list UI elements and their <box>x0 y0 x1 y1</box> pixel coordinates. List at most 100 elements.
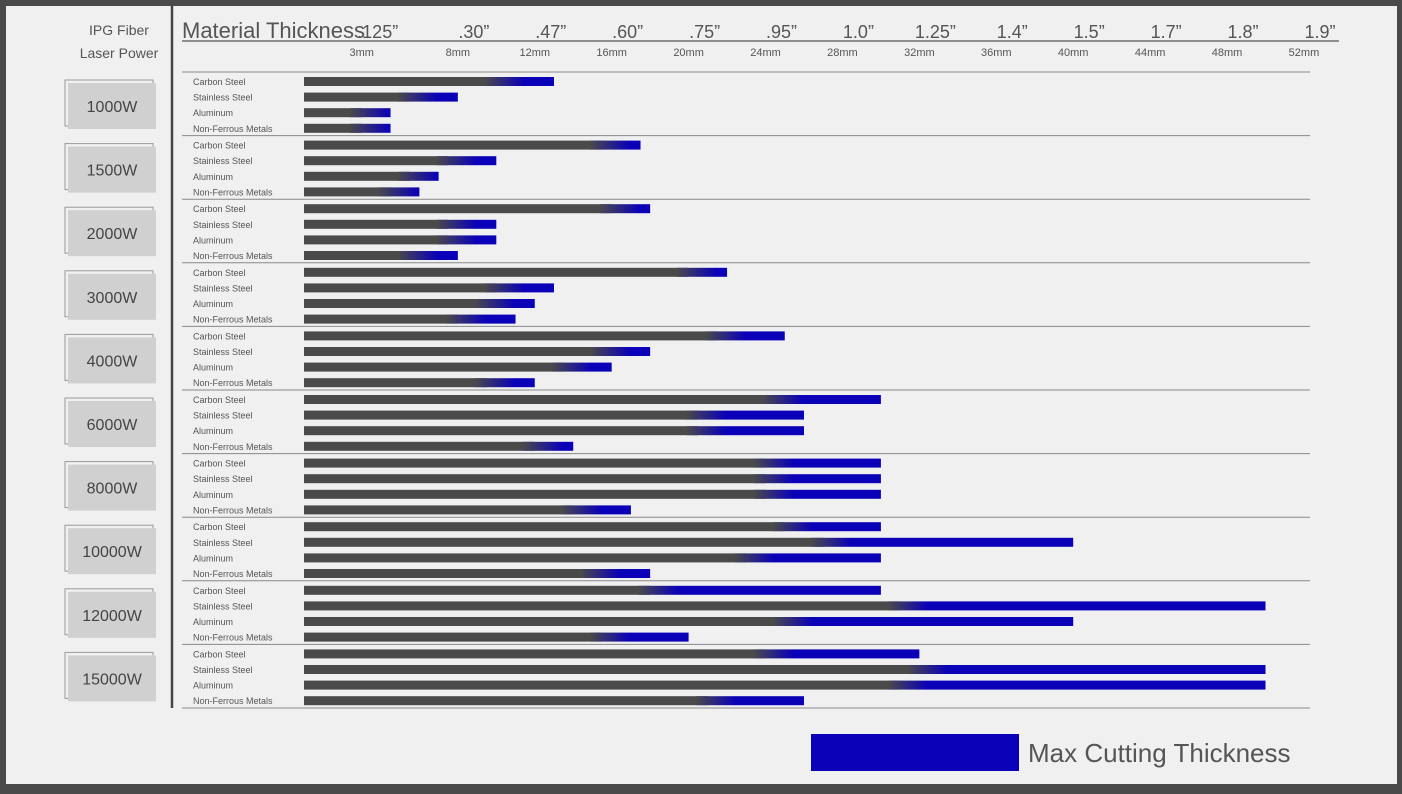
material-label: Aluminum <box>193 426 233 436</box>
bar-quality-cut <box>304 601 901 611</box>
material-label: Carbon Steel <box>193 522 246 532</box>
power-box <box>68 591 156 638</box>
material-label: Non-Ferrous Metals <box>193 505 273 515</box>
tick-label-mm: 32mm <box>904 47 935 59</box>
material-label: Aluminum <box>193 617 233 627</box>
material-label: Carbon Steel <box>193 586 246 596</box>
material-label: Carbon Steel <box>193 331 246 341</box>
power-label: 1500W <box>87 163 139 180</box>
material-label: Non-Ferrous Metals <box>193 442 273 452</box>
tick-label-mm: 52mm <box>1289 47 1320 59</box>
tick-label-mm: 20mm <box>673 47 704 59</box>
material-label: Aluminum <box>193 172 233 182</box>
material-label: Stainless Steel <box>193 283 253 293</box>
bar-quality-cut <box>304 553 747 563</box>
material-label: Stainless Steel <box>193 156 253 166</box>
bar-max-cut <box>474 299 535 308</box>
material-label: Carbon Steel <box>193 395 246 405</box>
tick-label-inch: .47” <box>535 22 566 42</box>
bar-max-cut <box>436 219 497 229</box>
material-label: Stainless Steel <box>193 220 253 230</box>
tick-label-inch: .30” <box>458 22 489 42</box>
bar-max-cut <box>484 77 554 86</box>
bar-max-cut <box>474 378 535 388</box>
bar-quality-cut <box>304 156 449 166</box>
material-label: Stainless Steel <box>193 474 253 484</box>
bar-quality-cut <box>304 632 603 642</box>
material-label: Aluminum <box>193 490 233 500</box>
power-box <box>68 655 156 702</box>
bar-quality-cut <box>304 140 603 150</box>
tick-label-inch: 1.25” <box>915 22 956 42</box>
material-label: Aluminum <box>193 681 233 691</box>
power-label: 12000W <box>82 608 142 625</box>
material-label: Non-Ferrous Metals <box>193 633 273 643</box>
bar-max-cut <box>638 585 881 595</box>
power-label: 4000W <box>87 353 139 370</box>
bar-max-cut <box>811 537 1074 547</box>
tick-label-mm: 8mm <box>446 47 470 59</box>
bar-quality-cut <box>304 458 766 468</box>
bar-max-cut <box>686 426 804 436</box>
bar-quality-cut <box>304 283 497 293</box>
bar-quality-cut <box>304 251 410 260</box>
power-box <box>68 83 156 129</box>
bar-quality-cut <box>304 77 497 86</box>
power-label: 2000W <box>87 226 139 243</box>
tick-label-mm: 3mm <box>349 47 373 59</box>
bar-quality-cut <box>304 617 785 626</box>
material-label: Non-Ferrous Metals <box>193 696 273 706</box>
tick-label-inch: .95” <box>766 22 797 42</box>
material-label: Aluminum <box>193 235 233 245</box>
tick-label-mm: 48mm <box>1212 47 1243 59</box>
bar-quality-cut <box>304 299 487 308</box>
material-label: Aluminum <box>193 363 233 373</box>
bar-max-cut <box>445 314 516 324</box>
bar-max-cut <box>599 204 651 214</box>
power-label: 15000W <box>82 671 142 688</box>
bar-quality-cut <box>304 665 920 674</box>
power-label: 10000W <box>82 544 142 561</box>
bar-max-cut <box>349 123 391 133</box>
power-label: 1000W <box>87 99 139 116</box>
material-label: Stainless Steel <box>193 93 253 103</box>
material-label: Non-Ferrous Metals <box>193 315 273 325</box>
bar-quality-cut <box>304 649 766 659</box>
bar-max-cut <box>763 395 881 404</box>
material-label: Carbon Steel <box>193 459 246 469</box>
bar-quality-cut <box>304 331 718 341</box>
tick-label-mm: 44mm <box>1135 47 1166 59</box>
tick-label-inch: .60” <box>612 22 643 42</box>
material-label: Non-Ferrous Metals <box>193 378 273 388</box>
bar-max-cut <box>705 331 785 341</box>
bar-quality-cut <box>304 410 699 420</box>
bar-quality-cut <box>304 585 651 595</box>
material-label: Stainless Steel <box>193 601 253 611</box>
legend-swatch <box>811 734 1019 771</box>
bar-quality-cut <box>304 537 824 547</box>
bar-quality-cut <box>304 426 699 436</box>
bar-quality-cut <box>304 696 708 706</box>
bar-quality-cut <box>304 505 574 515</box>
power-title-line2: Laser Power <box>79 45 159 61</box>
bar-max-cut <box>580 569 651 578</box>
tick-label-mm: 12mm <box>519 47 550 59</box>
tick-label-inch: 1.0” <box>843 22 874 42</box>
power-label: 6000W <box>87 417 139 434</box>
bar-quality-cut <box>304 204 612 214</box>
bar-max-cut <box>772 522 881 532</box>
bar-quality-cut <box>304 441 535 451</box>
tick-label-inch: 1.5” <box>1074 22 1105 42</box>
bar-quality-cut <box>304 378 487 388</box>
bar-quality-cut <box>304 267 689 277</box>
bar-max-cut <box>676 267 728 277</box>
bar-quality-cut <box>304 489 766 499</box>
bar-quality-cut <box>304 108 362 118</box>
bar-quality-cut <box>304 92 410 102</box>
power-box <box>68 146 156 193</box>
bar-max-cut <box>484 283 554 293</box>
bar-quality-cut <box>304 569 593 578</box>
bar-max-cut <box>397 171 439 181</box>
material-label: Carbon Steel <box>193 268 246 278</box>
bar-max-cut <box>888 680 1266 690</box>
